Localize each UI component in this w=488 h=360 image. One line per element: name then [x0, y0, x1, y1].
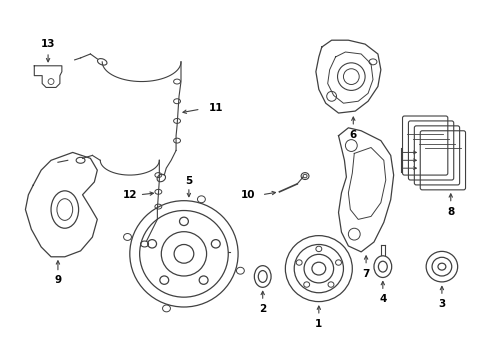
Text: 7: 7	[362, 269, 369, 279]
Text: 12: 12	[122, 190, 137, 200]
Text: 4: 4	[378, 294, 386, 304]
Text: 6: 6	[349, 130, 356, 140]
Text: 5: 5	[185, 176, 192, 186]
Text: 11: 11	[208, 103, 223, 113]
Text: 1: 1	[315, 319, 322, 329]
Text: 10: 10	[240, 190, 255, 200]
Text: 3: 3	[437, 299, 445, 309]
Text: 2: 2	[259, 304, 266, 314]
Text: 13: 13	[41, 39, 55, 49]
Text: 9: 9	[54, 275, 61, 285]
Text: 8: 8	[446, 207, 453, 216]
